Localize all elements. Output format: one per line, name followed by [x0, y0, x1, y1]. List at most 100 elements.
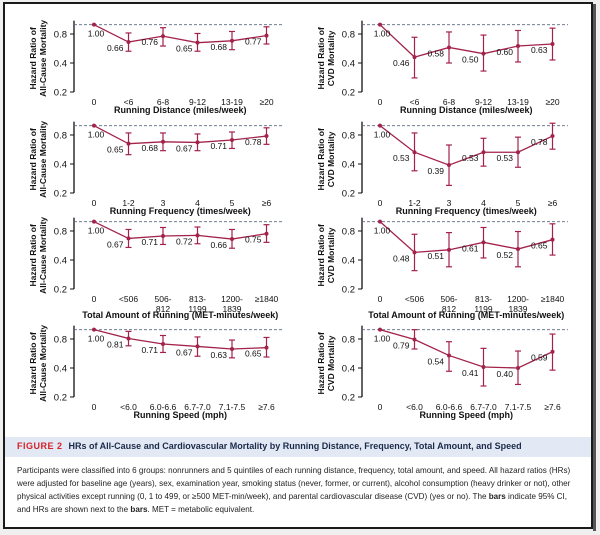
x-axis-title: Total Amount of Running (MET-minutes/wee… — [368, 310, 564, 320]
chart-panel-allcause-speed: 0.2 0.4 0.8 Hazard Ratio of All-Cause Mortal… — [28, 325, 282, 420]
y-axis-label: Hazard Ratio of — [316, 128, 326, 191]
data-point — [516, 247, 520, 252]
data-label: 0.65 — [107, 145, 124, 155]
x-tick-label: 3 — [161, 198, 166, 208]
data-point — [447, 163, 451, 168]
x-tick-label: 13-19 — [221, 97, 243, 107]
data-point — [126, 336, 131, 341]
data-label: 0.58 — [427, 48, 444, 58]
data-point — [378, 219, 382, 224]
x-tick-label: 0 — [378, 402, 383, 412]
x-tick-label: 1-2 — [408, 198, 421, 208]
y-tick-label: 0.4 — [342, 364, 355, 375]
y-axis-label: CVD Mortality — [326, 131, 336, 187]
data-label: 1.00 — [374, 226, 391, 236]
data-point — [195, 40, 200, 45]
data-point — [264, 231, 269, 236]
x-tick-label: 506- — [154, 294, 171, 304]
x-tick-label: 812 — [156, 304, 170, 314]
data-point — [126, 40, 131, 45]
x-tick-label: 9-12 — [189, 97, 206, 107]
data-point — [230, 38, 234, 43]
y-tick-label: 0.4 — [54, 256, 67, 267]
data-point — [92, 219, 96, 224]
y-axis-label: All-Cause Mortality — [38, 20, 48, 97]
data-label: 0.63 — [531, 45, 548, 55]
x-tick-label: ≥20 — [259, 97, 273, 107]
x-tick-label: ≥1840 — [541, 294, 565, 304]
data-label: 1.00 — [374, 130, 391, 140]
data-point — [447, 353, 451, 358]
data-point — [195, 233, 200, 238]
data-label: 0.67 — [176, 347, 193, 357]
x-tick-label: ≥1840 — [255, 294, 279, 304]
data-label: 0.71 — [210, 141, 227, 151]
caption-segment: . MET = metabolic equivalent. — [147, 505, 255, 514]
x-tick-label: 6.7-7.0 — [184, 402, 211, 412]
data-label: 1.00 — [88, 130, 105, 140]
x-tick-label: 6.0-6.6 — [436, 402, 463, 412]
data-label: 0.77 — [245, 37, 262, 47]
data-label: 0.81 — [107, 339, 124, 349]
x-tick-label: <6.0 — [406, 402, 423, 412]
series-line — [379, 221, 553, 254]
x-tick-label: 813- — [189, 294, 206, 304]
x-tick-label: 0 — [378, 97, 383, 107]
data-label: 0.53 — [393, 153, 410, 163]
chart-panel-allcause-frequency: 0.2 0.4 0.8 Hazard Ratio of All-Cause Mortal… — [28, 121, 282, 216]
x-axis-title: Total Amount of Running (MET-minutes/wee… — [82, 310, 278, 320]
data-point — [550, 134, 555, 139]
y-tick-label: 0.2 — [342, 393, 355, 404]
x-tick-label: 1200- — [507, 294, 529, 304]
data-point — [264, 345, 269, 350]
series-line — [93, 329, 267, 350]
data-label: 0.63 — [210, 350, 227, 360]
data-label: 0.39 — [427, 166, 444, 176]
x-tick-label: 0 — [92, 402, 97, 412]
x-tick-label: <506 — [405, 294, 424, 304]
data-point — [516, 44, 520, 49]
data-label: 0.61 — [462, 243, 479, 253]
caption-segment: indicate 95% CI, and HRs are shown next … — [17, 492, 567, 514]
data-label: 1.00 — [88, 334, 105, 344]
y-tick-label: 0.8 — [342, 227, 355, 238]
x-tick-label: 1200- — [221, 294, 243, 304]
y-tick-label: 0.4 — [342, 59, 355, 70]
data-point — [126, 236, 131, 241]
data-label: 0.59 — [531, 353, 548, 363]
x-tick-label: ≥7.6 — [258, 402, 275, 412]
data-label: 0.67 — [107, 239, 124, 249]
x-tick-label: 813- — [475, 294, 492, 304]
x-tick-label: 1839 — [509, 304, 528, 314]
data-point — [447, 247, 451, 252]
chart-panel-allcause-total: 0.2 0.4 0.8 Hazard Ratio of All-Cause Mortal… — [28, 217, 282, 320]
data-label: 0.65 — [531, 241, 548, 251]
x-tick-label: 4 — [481, 198, 486, 208]
x-tick-label: <6 — [410, 97, 420, 107]
data-label: 0.53 — [462, 153, 479, 163]
data-label: 0.67 — [176, 143, 193, 153]
x-tick-label: 0 — [92, 294, 97, 304]
x-tick-label: <506 — [119, 294, 138, 304]
x-axis-title: Running Speed (mph) — [134, 410, 228, 420]
x-tick-label: ≥20 — [545, 97, 559, 107]
data-label: 0.46 — [393, 58, 410, 68]
y-tick-label: 0.4 — [54, 364, 67, 375]
data-label: 0.40 — [496, 369, 513, 379]
x-tick-label: <6 — [124, 97, 134, 107]
chart-panel-cvd-distance: 0.2 0.4 0.8 Hazard Ratio of CVD Mortality 0 <6… — [316, 20, 568, 115]
data-point — [412, 337, 417, 342]
caption-emphasis: bars — [130, 505, 148, 514]
data-label: 0.68 — [210, 42, 227, 52]
series-line — [93, 24, 267, 44]
x-tick-label: 0 — [92, 97, 97, 107]
y-tick-label: 0.2 — [54, 189, 67, 200]
x-tick-label: 1199 — [474, 304, 493, 314]
y-axis-label: CVD Mortality — [326, 335, 336, 391]
data-label: 0.50 — [462, 55, 479, 65]
x-tick-label: ≥6 — [262, 198, 272, 208]
figure-panels: 0.2 0.4 0.8 Hazard Ratio of All-Cause Mortal… — [28, 20, 568, 420]
data-point — [481, 51, 486, 56]
data-point — [161, 34, 165, 39]
data-label: 0.53 — [496, 153, 513, 163]
